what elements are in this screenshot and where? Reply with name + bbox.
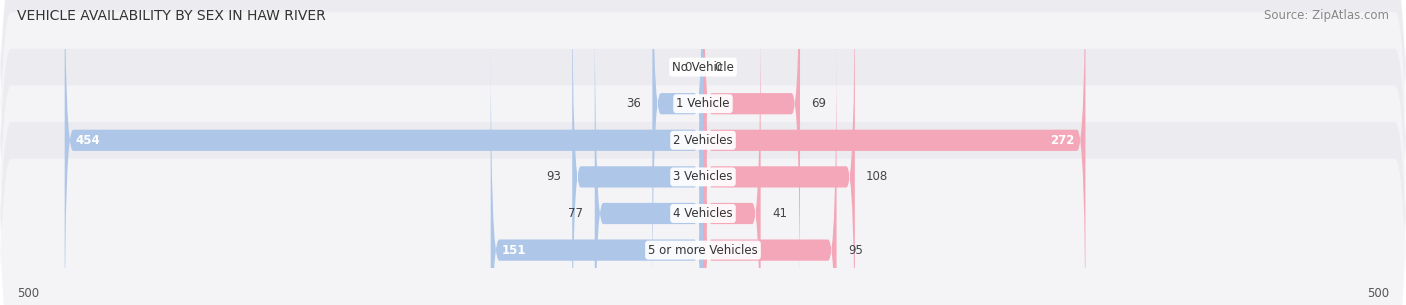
FancyBboxPatch shape	[703, 41, 837, 305]
Text: 454: 454	[76, 134, 101, 147]
Text: 4 Vehicles: 4 Vehicles	[673, 207, 733, 220]
FancyBboxPatch shape	[572, 0, 703, 305]
Text: Source: ZipAtlas.com: Source: ZipAtlas.com	[1264, 9, 1389, 22]
Text: 108: 108	[866, 170, 889, 183]
Text: 36: 36	[626, 97, 641, 110]
Text: No Vehicle: No Vehicle	[672, 61, 734, 74]
Text: 500: 500	[1367, 287, 1389, 300]
Text: 0: 0	[714, 61, 721, 74]
Text: 77: 77	[568, 207, 583, 220]
FancyBboxPatch shape	[703, 0, 1085, 305]
Text: 41: 41	[772, 207, 787, 220]
Text: 1 Vehicle: 1 Vehicle	[676, 97, 730, 110]
FancyBboxPatch shape	[703, 0, 855, 305]
FancyBboxPatch shape	[65, 0, 703, 305]
FancyBboxPatch shape	[652, 0, 703, 305]
Text: 3 Vehicles: 3 Vehicles	[673, 170, 733, 183]
Text: 272: 272	[1050, 134, 1074, 147]
FancyBboxPatch shape	[595, 5, 703, 305]
Text: VEHICLE AVAILABILITY BY SEX IN HAW RIVER: VEHICLE AVAILABILITY BY SEX IN HAW RIVER	[17, 9, 326, 23]
Text: 500: 500	[17, 287, 39, 300]
FancyBboxPatch shape	[491, 41, 703, 305]
Text: 93: 93	[546, 170, 561, 183]
FancyBboxPatch shape	[703, 5, 761, 305]
Text: 69: 69	[811, 97, 827, 110]
FancyBboxPatch shape	[703, 0, 800, 305]
Text: 2 Vehicles: 2 Vehicles	[673, 134, 733, 147]
Text: 0: 0	[685, 61, 692, 74]
Text: 95: 95	[848, 244, 863, 257]
Text: 5 or more Vehicles: 5 or more Vehicles	[648, 244, 758, 257]
Text: 151: 151	[502, 244, 526, 257]
